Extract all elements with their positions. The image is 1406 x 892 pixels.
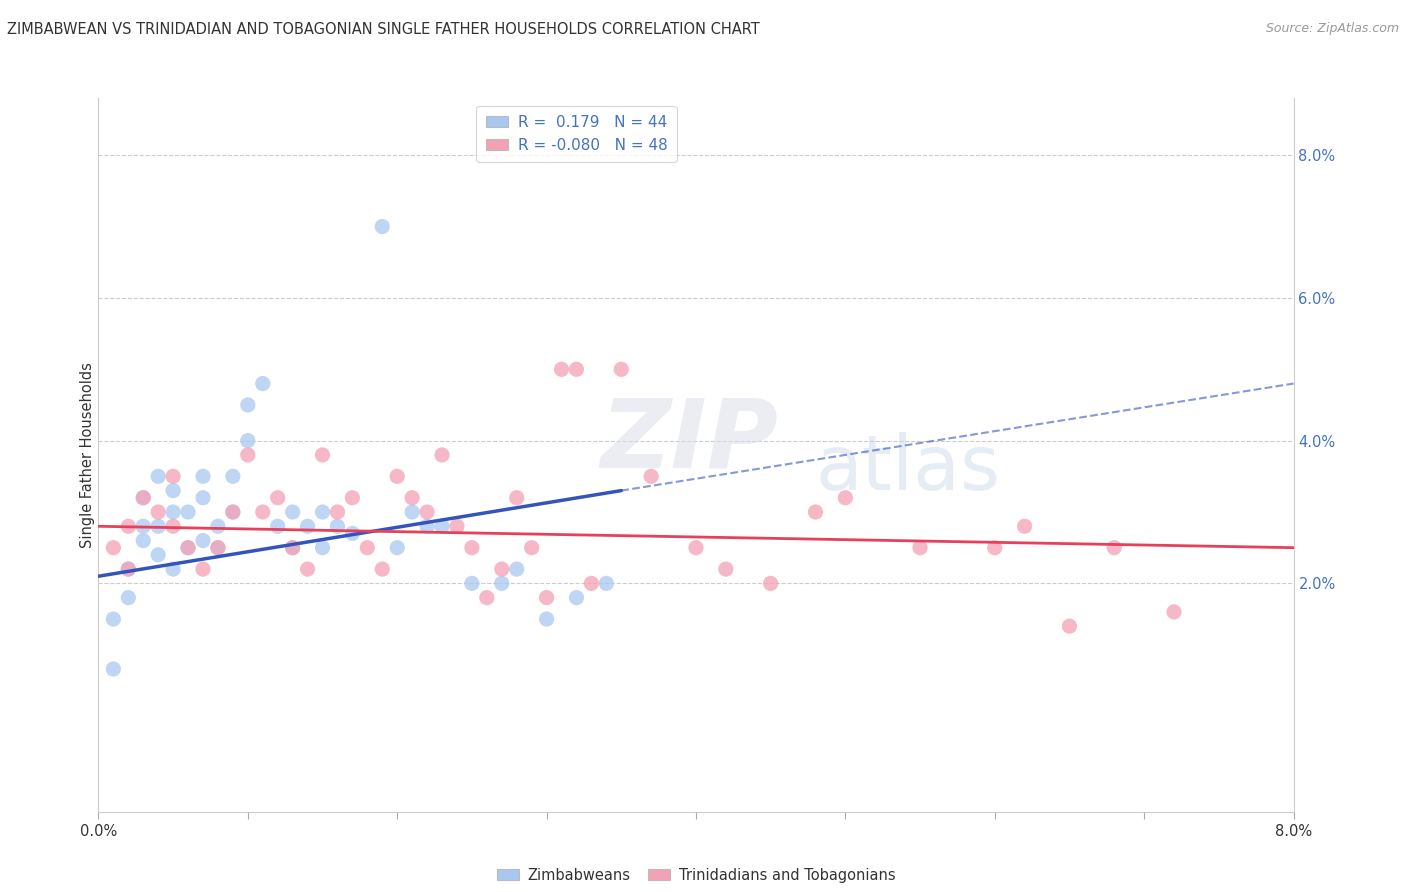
Point	[222, 505, 245, 519]
Legend: Zimbabweans, Trinidadians and Tobagonians: Zimbabweans, Trinidadians and Tobagonian…	[491, 862, 901, 888]
Point	[385, 541, 409, 555]
Point	[640, 469, 662, 483]
Point	[132, 491, 155, 505]
Point	[430, 448, 453, 462]
Point	[311, 448, 333, 462]
Point	[281, 505, 304, 519]
Point	[550, 362, 572, 376]
Text: ZIP: ZIP	[600, 394, 779, 487]
Point	[342, 526, 364, 541]
Point	[236, 434, 259, 448]
Point	[252, 376, 274, 391]
Point	[252, 505, 274, 519]
Point	[401, 505, 423, 519]
Point	[342, 491, 364, 505]
Point	[281, 541, 304, 555]
Point	[191, 533, 214, 548]
Point	[714, 562, 737, 576]
Point	[416, 505, 439, 519]
Point	[565, 591, 588, 605]
Point	[177, 541, 200, 555]
Point	[236, 398, 259, 412]
Point	[311, 505, 333, 519]
Point	[311, 541, 333, 555]
Point	[236, 448, 259, 462]
Point	[162, 469, 184, 483]
Point	[326, 505, 349, 519]
Point	[132, 491, 155, 505]
Point	[162, 483, 184, 498]
Point	[267, 491, 290, 505]
Point	[461, 576, 484, 591]
Point	[162, 519, 184, 533]
Point	[491, 562, 513, 576]
Point	[117, 562, 139, 576]
Point	[103, 541, 125, 555]
Point	[148, 519, 170, 533]
Y-axis label: Single Father Households: Single Father Households	[80, 362, 94, 548]
Point	[565, 362, 588, 376]
Point	[1102, 541, 1125, 555]
Point	[1163, 605, 1185, 619]
Point	[177, 541, 200, 555]
Point	[103, 662, 125, 676]
Text: atlas: atlas	[815, 433, 1000, 506]
Point	[581, 576, 603, 591]
Point	[191, 562, 214, 576]
Point	[475, 591, 498, 605]
Point	[491, 576, 513, 591]
Point	[908, 541, 931, 555]
Point	[385, 469, 409, 483]
Point	[1059, 619, 1081, 633]
Point	[191, 469, 214, 483]
Point	[326, 519, 349, 533]
Point	[148, 469, 170, 483]
Point	[297, 519, 319, 533]
Point	[610, 362, 633, 376]
Point	[281, 541, 304, 555]
Text: Source: ZipAtlas.com: Source: ZipAtlas.com	[1265, 22, 1399, 36]
Point	[983, 541, 1005, 555]
Point	[759, 576, 782, 591]
Point	[207, 541, 229, 555]
Point	[117, 562, 139, 576]
Point	[506, 491, 529, 505]
Point	[162, 562, 184, 576]
Point	[117, 591, 139, 605]
Point	[401, 491, 423, 505]
Point	[162, 505, 184, 519]
Text: ZIMBABWEAN VS TRINIDADIAN AND TOBAGONIAN SINGLE FATHER HOUSEHOLDS CORRELATION CH: ZIMBABWEAN VS TRINIDADIAN AND TOBAGONIAN…	[7, 22, 759, 37]
Point	[446, 519, 468, 533]
Point	[207, 541, 229, 555]
Point	[207, 519, 229, 533]
Point	[148, 505, 170, 519]
Point	[371, 219, 394, 234]
Point	[297, 562, 319, 576]
Point	[371, 562, 394, 576]
Point	[148, 548, 170, 562]
Point	[1014, 519, 1036, 533]
Point	[132, 519, 155, 533]
Point	[430, 519, 453, 533]
Point	[685, 541, 707, 555]
Point	[461, 541, 484, 555]
Point	[103, 612, 125, 626]
Point	[356, 541, 378, 555]
Point	[132, 533, 155, 548]
Point	[506, 562, 529, 576]
Point	[177, 505, 200, 519]
Point	[191, 491, 214, 505]
Point	[536, 612, 558, 626]
Point	[536, 591, 558, 605]
Point	[117, 519, 139, 533]
Point	[804, 505, 827, 519]
Point	[834, 491, 856, 505]
Point	[520, 541, 543, 555]
Point	[595, 576, 617, 591]
Point	[267, 519, 290, 533]
Point	[222, 505, 245, 519]
Point	[416, 519, 439, 533]
Point	[222, 469, 245, 483]
